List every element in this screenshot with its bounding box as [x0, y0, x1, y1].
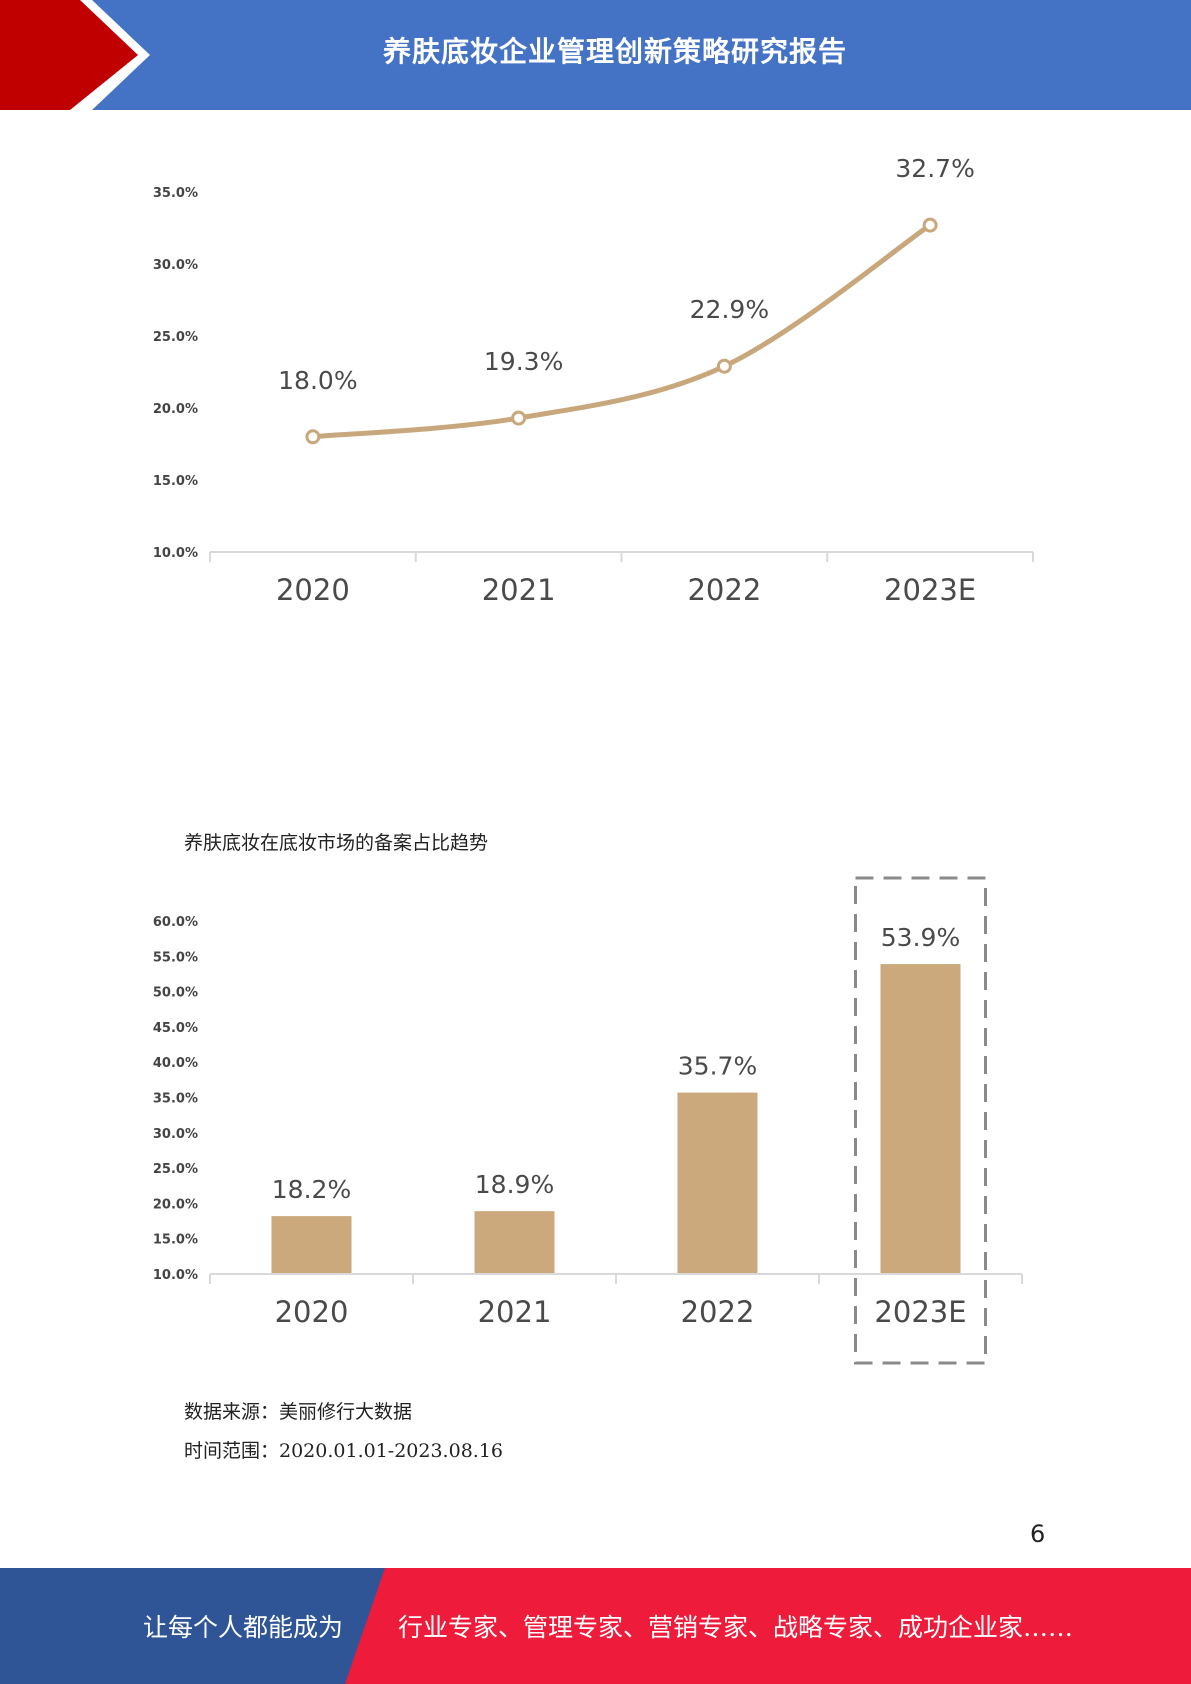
bar-chart: 10.0% 15.0% 20.0% 25.0% 30.0% 35.0% 40.0% 45.0%… — [0, 870, 1191, 1370]
footer-slogan-left: 让每个人都能成为 — [143, 1613, 344, 1642]
bar-2023E — [880, 964, 961, 1274]
data-label: 35.7% — [678, 1052, 757, 1081]
x-tick-label: 2022 — [687, 573, 761, 607]
bar-2021 — [474, 1211, 555, 1274]
y-tick-label: 20.0% — [153, 402, 198, 417]
x-tick-label: 2021 — [482, 573, 556, 607]
bar-chart-title: 养肤底妆在底妆市场的备案占比趋势 — [184, 832, 489, 854]
x-tick-label: 2020 — [276, 573, 350, 607]
y-tick-label: 30.0% — [153, 1127, 198, 1142]
data-point — [716, 358, 732, 374]
y-tick-label: 10.0% — [153, 1268, 198, 1283]
bar-chart-svg: 10.0% 15.0% 20.0% 25.0% 30.0% 35.0% 40.0% 45.0%… — [153, 876, 1023, 1365]
y-tick-label: 55.0% — [153, 950, 198, 965]
data-label: 19.3% — [484, 347, 563, 376]
data-source-note: 数据来源：美丽修行大数据 — [184, 1401, 413, 1423]
data-label: 18.0% — [278, 366, 357, 395]
x-tick-label: 2021 — [478, 1295, 552, 1329]
y-tick-label: 30.0% — [153, 258, 198, 273]
y-tick-label: 40.0% — [153, 1056, 198, 1071]
y-tick-label: 35.0% — [153, 1092, 198, 1107]
footer-blue-band — [0, 1568, 385, 1684]
time-range-note: 时间范围：2020.01.01-2023.08.16 — [184, 1440, 503, 1462]
footer-slogan-right: 行业专家、管理专家、营销专家、战略专家、成功企业家…… — [398, 1613, 1074, 1642]
data-point — [305, 429, 321, 445]
series-line — [310, 222, 933, 440]
y-tick-label: 45.0% — [153, 1021, 198, 1036]
data-label: 22.9% — [690, 295, 769, 324]
x-tick-label: 2023E — [874, 1295, 966, 1329]
x-tick-label: 2023E — [884, 573, 976, 607]
data-label: 18.2% — [272, 1175, 351, 1204]
page-footer: 让每个人都能成为 行业专家、管理专家、营销专家、战略专家、成功企业家…… — [0, 1568, 1191, 1684]
y-tick-label: 25.0% — [153, 330, 198, 345]
data-label: 18.9% — [475, 1170, 554, 1199]
y-tick-label: 25.0% — [153, 1162, 198, 1177]
bar-2020 — [271, 1216, 352, 1274]
bar-2022 — [677, 1092, 758, 1274]
y-tick-label: 35.0% — [153, 186, 198, 201]
data-label: 53.9% — [881, 923, 960, 952]
header-red-arrow — [0, 0, 138, 110]
page-header: 养肤底妆企业管理创新策略研究报告 — [0, 0, 1191, 110]
header-blue-bar — [0, 0, 1191, 110]
line-chart: 10.0% 15.0% 20.0% 25.0% 30.0% 35.0% 2020 2021 20… — [0, 130, 1191, 630]
y-tick-label: 20.0% — [153, 1197, 198, 1212]
header-banner-graphic — [0, 0, 1191, 110]
footer-banner-graphic — [0, 1568, 1191, 1684]
x-tick-label: 2020 — [275, 1295, 349, 1329]
y-tick-label: 10.0% — [153, 546, 198, 561]
report-title: 养肤底妆企业管理创新策略研究报告 — [382, 35, 847, 68]
y-tick-label: 15.0% — [153, 1233, 198, 1248]
data-point — [922, 217, 938, 233]
x-tick-label: 2022 — [681, 1295, 755, 1329]
y-tick-label: 60.0% — [153, 915, 198, 930]
page-number: 6 — [1030, 1520, 1046, 1548]
highlight-box — [854, 876, 987, 1365]
y-tick-label: 15.0% — [153, 474, 198, 489]
data-label: 32.7% — [895, 154, 974, 183]
data-point — [511, 410, 527, 426]
y-tick-label: 50.0% — [153, 986, 198, 1001]
line-chart-svg: 10.0% 15.0% 20.0% 25.0% 30.0% 35.0% 2020 2021 20… — [153, 154, 1034, 607]
